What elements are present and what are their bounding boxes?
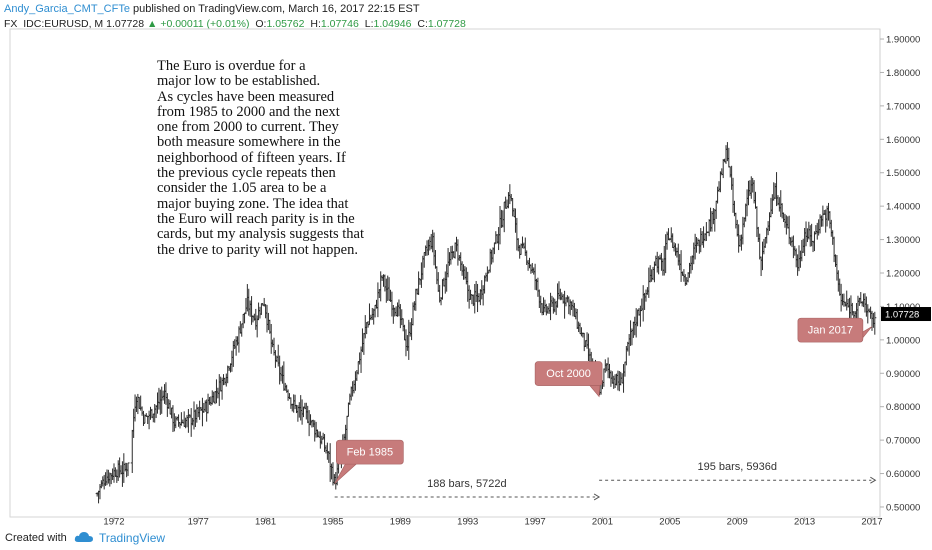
time-tick-label: 1989 xyxy=(390,517,411,527)
close-value: 1.07728 xyxy=(427,18,466,30)
callout-box xyxy=(797,317,864,343)
callout: Jan 2017 xyxy=(797,317,873,343)
price-tick-label: 0.90000 xyxy=(886,369,920,380)
price-tick-label: 1.60000 xyxy=(886,135,920,146)
time-tick-label: 2013 xyxy=(794,517,815,527)
low-label: L: xyxy=(364,18,374,30)
close-label: C: xyxy=(417,18,428,30)
time-tick-label: 2001 xyxy=(592,517,613,527)
open-label: O: xyxy=(255,18,267,30)
measurement-tools: 188 bars, 5722d 195 bars, 5936d xyxy=(334,461,877,501)
price-tick-label: 1.30000 xyxy=(886,235,920,246)
price-tick-label: 1.00000 xyxy=(886,335,920,346)
callout: Feb 1985 xyxy=(334,439,404,484)
price-tick-label: 1.50000 xyxy=(886,168,920,179)
low-value: 1.04946 xyxy=(373,18,412,30)
time-tick-label: 1993 xyxy=(457,517,478,527)
last-price-tag: 1.07728 xyxy=(881,307,931,322)
price-tick-label: 0.70000 xyxy=(886,436,920,447)
time-tick-label: 1972 xyxy=(103,517,124,527)
callout-box xyxy=(336,439,404,465)
callout-box xyxy=(534,361,603,386)
callouts: Feb 1985 Oct 2000 Jan 2017 xyxy=(334,317,873,484)
measurement-label: 195 bars, 5936d xyxy=(697,461,777,473)
symbol-line: FX_IDC:EURUSD, M 1.07728 ▲ +0.00011 (+0.… xyxy=(4,18,466,30)
last-price: 1.07728 xyxy=(106,18,145,30)
time-axis[interactable]: 1972 1977 1981 1985 1989 1993 1997 2001 2005 2009… xyxy=(103,517,882,527)
price-tick-label: 1.70000 xyxy=(886,101,920,112)
time-tick-label: 1985 xyxy=(322,517,343,527)
change-value: +0.00011 (+0.01%) xyxy=(160,18,250,30)
tradingview-brand-link[interactable]: TradingView xyxy=(99,531,166,545)
time-tick-label: 1977 xyxy=(188,517,209,527)
last-price-label: 1.07728 xyxy=(885,310,919,321)
high-value: 1.07746 xyxy=(320,18,359,30)
last-price-box xyxy=(881,307,931,322)
analysis-note: The Euro is overdue for a major low to b… xyxy=(157,58,365,258)
time-tick-label: 1997 xyxy=(525,517,546,527)
measurement-arrow-icon xyxy=(870,476,877,484)
time-tick-label: 2005 xyxy=(659,517,680,527)
price-chart[interactable]: 0.50000 0.60000 0.70000 0.80000 0.90000 1.000… xyxy=(0,0,932,526)
created-with-text: Created with xyxy=(5,532,67,544)
callout-label: Oct 2000 xyxy=(546,368,591,380)
author-link[interactable]: Andy_Garcia_CMT_CFTe xyxy=(4,3,130,15)
price-tick-label: 1.80000 xyxy=(886,68,920,79)
measurement-label: 188 bars, 5722d xyxy=(427,478,507,490)
price-tick-label: 1.90000 xyxy=(886,35,920,46)
callout-label: Feb 1985 xyxy=(347,447,393,459)
time-tick-label: 2009 xyxy=(727,517,748,527)
high-label: H: xyxy=(310,18,321,30)
price-tick-label: 1.20000 xyxy=(886,269,920,280)
footer: Created with TradingView xyxy=(0,526,932,550)
price-tick-label: 1.40000 xyxy=(886,202,920,213)
price-axis[interactable]: 0.50000 0.60000 0.70000 0.80000 0.90000 1.000… xyxy=(879,29,920,517)
price-tick-label: 0.80000 xyxy=(886,402,920,413)
tradingview-cloud-icon[interactable] xyxy=(74,530,94,544)
measurement-arrow-icon xyxy=(593,493,601,501)
published-text: published on TradingView.com, March 16, … xyxy=(129,3,420,15)
time-tick-label: 1981 xyxy=(255,517,276,527)
up-arrow-icon: ▲ xyxy=(147,18,158,30)
time-tick-label: 2017 xyxy=(861,517,882,527)
price-tick-label: 0.50000 xyxy=(886,502,920,513)
callout: Oct 2000 xyxy=(534,361,603,398)
chart-header: Andy_Garcia_CMT_CFTe published on Tradin… xyxy=(4,0,924,34)
callout-label: Jan 2017 xyxy=(808,325,853,337)
publish-line: Andy_Garcia_CMT_CFTe published on Tradin… xyxy=(4,3,420,15)
symbol-label: FX_IDC:EURUSD, M xyxy=(4,18,104,30)
price-tick-label: 0.60000 xyxy=(886,469,920,480)
open-value: 1.05762 xyxy=(266,18,305,30)
